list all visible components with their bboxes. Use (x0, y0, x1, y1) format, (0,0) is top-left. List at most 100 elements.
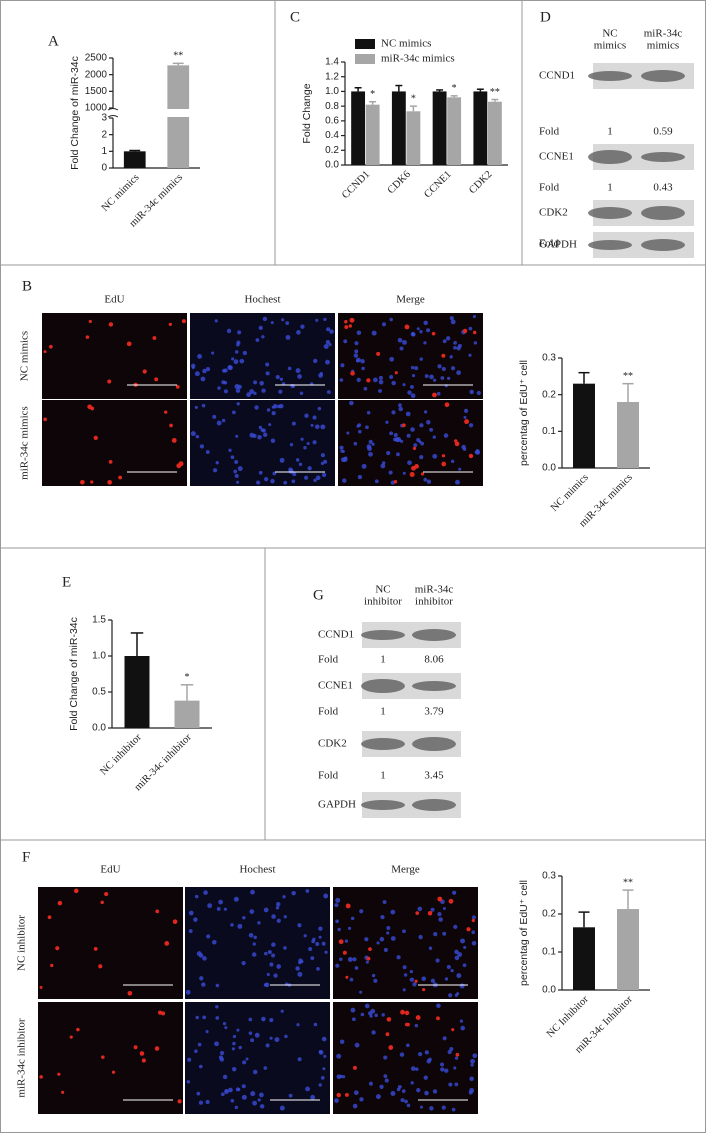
nucleus (463, 408, 469, 413)
nucleus (353, 353, 359, 358)
nucleus (420, 441, 425, 446)
blot-band (641, 152, 685, 162)
nucleus (382, 900, 387, 905)
edu-signal (76, 1027, 80, 1032)
micrograph-bg (38, 1002, 183, 1114)
edu-signal (472, 330, 477, 335)
nucleus (344, 939, 349, 943)
nucleus (265, 1043, 270, 1048)
nucleus (347, 926, 352, 930)
significance: ** (490, 87, 500, 98)
nucleus (271, 405, 275, 409)
nucleus (359, 1097, 364, 1102)
nucleus (257, 434, 262, 440)
nucleus (350, 916, 355, 921)
nucleus (205, 366, 211, 372)
nucleus (226, 328, 232, 334)
edu-signal (409, 472, 415, 478)
nucleus (283, 480, 288, 485)
y-axis-title: Fold Change of miR-34c (69, 56, 81, 170)
nucleus (418, 934, 423, 940)
nucleus (195, 434, 200, 439)
significance: * (370, 89, 375, 100)
nucleus (235, 434, 239, 438)
nucleus (316, 966, 320, 971)
nucleus (437, 911, 442, 917)
edu-signal (350, 371, 355, 376)
edu-signal (139, 1051, 145, 1056)
nucleus (414, 1023, 419, 1028)
fold-value: 8.06 (424, 654, 444, 666)
x-tick-label: CDK6 (386, 169, 413, 196)
nucleus (436, 1003, 441, 1008)
nucleus (352, 957, 357, 962)
nucleus (312, 937, 316, 941)
nucleus (271, 953, 276, 958)
micrograph-bg (38, 887, 183, 999)
nucleus (280, 1009, 284, 1013)
nucleus (381, 322, 387, 327)
nucleus (253, 935, 257, 940)
nucleus (320, 453, 325, 458)
nucleus (203, 890, 208, 895)
edu-signal (451, 1028, 455, 1032)
nucleus (211, 351, 215, 355)
nucleus (266, 972, 270, 977)
image-column-label: EdU (100, 864, 120, 876)
nucleus (250, 889, 255, 895)
nucleus (202, 368, 207, 374)
nucleus (468, 1090, 473, 1095)
y-tick-label: 0.1 (542, 426, 556, 437)
nucleus (356, 330, 362, 336)
nucleus (200, 376, 206, 382)
nucleus (335, 897, 341, 903)
nucleus (303, 934, 307, 938)
nucleus (188, 910, 194, 916)
nucleus (410, 385, 414, 389)
nucleus (201, 982, 206, 987)
nucleus (444, 977, 449, 981)
nucleus (354, 341, 359, 346)
fold-value: 1 (607, 182, 613, 194)
nucleus (378, 379, 384, 385)
nucleus (436, 391, 441, 396)
micrograph (42, 400, 187, 486)
nucleus (443, 433, 449, 438)
nucleus (475, 450, 481, 455)
nucleus (402, 339, 407, 345)
fold-value: 0.59 (653, 126, 673, 138)
edu-signal (154, 377, 159, 382)
nucleus (379, 936, 385, 942)
nucleus (461, 444, 466, 450)
nucleus (419, 423, 424, 428)
nucleus (400, 1098, 405, 1103)
nucleus (205, 1030, 209, 1034)
nucleus (321, 1036, 327, 1042)
micrograph-bg (185, 1002, 330, 1114)
blot-row-label: Fold (539, 182, 560, 194)
panel-label: C (290, 9, 300, 25)
nucleus (258, 325, 263, 331)
nucleus (365, 425, 369, 430)
nucleus (212, 468, 218, 473)
edu-signal (142, 369, 147, 374)
image-row-label: miR-34c mimics (19, 406, 31, 480)
edu-signal (61, 1090, 65, 1094)
nucleus (274, 1037, 280, 1043)
nucleus (412, 982, 417, 987)
edu-signal (468, 453, 474, 459)
nucleus (469, 1076, 474, 1082)
nucleus (440, 376, 445, 380)
nucleus (441, 1105, 446, 1110)
micrograph (333, 887, 478, 999)
nucleus (261, 335, 265, 339)
nucleus (336, 1053, 342, 1059)
bar (365, 104, 380, 165)
nucleus (459, 983, 465, 989)
nucleus (410, 1081, 414, 1085)
nucleus (417, 906, 423, 912)
edu-signal (414, 464, 419, 469)
nucleus (455, 479, 460, 485)
nucleus (349, 400, 354, 406)
edu-signal (171, 438, 177, 443)
